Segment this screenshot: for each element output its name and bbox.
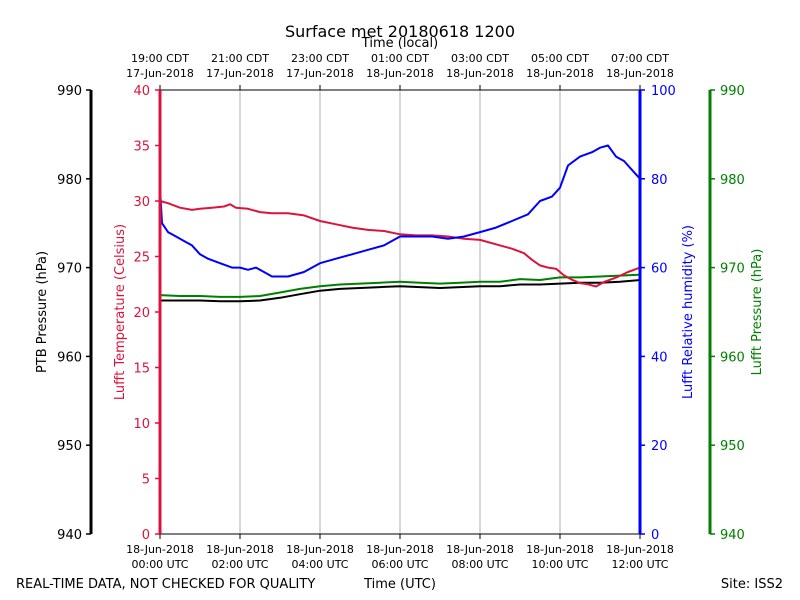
x-tick-label-utc-time: 00:00 UTC [131, 558, 188, 571]
x-axes: 18-Jun-2018 00:00 UTC 18-Jun-2018 02:00 UTC… [126, 52, 674, 571]
ptb-pressure-tick-label: 970 [57, 262, 82, 277]
x-tick-label-local-date: 18-Jun-2018 [446, 67, 514, 80]
humidity-tick-label: 0 [651, 528, 659, 543]
x-tick-label-utc-time: 02:00 UTC [211, 558, 268, 571]
temperature-tick-label: 40 [133, 84, 150, 99]
ptb-pressure-tick-label: 960 [57, 350, 82, 365]
x-tick-label-utc-time: 06:00 UTC [371, 558, 428, 571]
series-ptb-pressure [160, 279, 641, 303]
humidity-tick-label: 100 [651, 84, 676, 99]
x-tick-label-local-date: 17-Jun-2018 [126, 67, 194, 80]
x-tick-label-local-time: 05:00 CDT [531, 52, 589, 65]
x-tick-label-local-date: 17-Jun-2018 [206, 67, 274, 80]
humidity-tick-label: 80 [651, 173, 668, 188]
x-tick-label-utc-date: 18-Jun-2018 [366, 543, 434, 556]
humidity-tick-label: 40 [651, 350, 668, 365]
temperature-tick-label: 5 [142, 473, 150, 488]
y-axes: 940 950 960 970 980 990 PTB Pressure (hPa) 0 5 10… [35, 84, 765, 543]
lufft-pressure-tick-label: 990 [720, 84, 745, 99]
x-tick-label-utc-time: 04:00 UTC [291, 558, 348, 571]
series-lufft-temperature [159, 200, 641, 288]
x-tick-label-local-time: 23:00 CDT [291, 52, 349, 65]
x-tick-label-local-date: 17-Jun-2018 [286, 67, 354, 80]
temperature-tick-label: 15 [133, 362, 150, 377]
footer-disclaimer: REAL-TIME DATA, NOT CHECKED FOR QUALITY [16, 577, 315, 592]
x-tick-label-utc-date: 18-Jun-2018 [126, 543, 194, 556]
x-tick-label-local-date: 18-Jun-2018 [526, 67, 594, 80]
ptb-pressure-tick-label: 950 [57, 439, 82, 454]
lufft-pressure-tick-label: 940 [720, 528, 745, 543]
x-tick-label-utc-date: 18-Jun-2018 [446, 543, 514, 556]
temperature-axis-label: Lufft Temperature (Celsius) [113, 224, 128, 400]
series-lufft-relative-humidity [159, 144, 641, 278]
grid-lines [239, 90, 561, 534]
x-tick-label-utc-time: 12:00 UTC [611, 558, 668, 571]
footer-site: Site: ISS2 [721, 577, 783, 592]
ptb-pressure-tick-label: 940 [57, 528, 82, 543]
humidity-tick-label: 60 [651, 262, 668, 277]
lufft-pressure-tick-label: 970 [720, 262, 745, 277]
ptb-pressure-axis-label: PTB Pressure (hPa) [35, 251, 50, 373]
x-tick-label-utc-time: 08:00 UTC [451, 558, 508, 571]
x-tick-label-local-date: 18-Jun-2018 [606, 67, 674, 80]
top-axis-label: Time (local) [361, 36, 438, 51]
x-tick-label-local-date: 18-Jun-2018 [366, 67, 434, 80]
x-tick-label-utc-date: 18-Jun-2018 [286, 543, 354, 556]
lufft-pressure-tick-label: 960 [720, 350, 745, 365]
bottom-axis-label: Time (UTC) [363, 577, 436, 592]
x-tick-label-local-time: 07:00 CDT [611, 52, 669, 65]
x-tick-label-local-time: 01:00 CDT [371, 52, 429, 65]
x-tick-label-utc-date: 18-Jun-2018 [526, 543, 594, 556]
humidity-tick-label: 20 [651, 439, 668, 454]
humidity-axis-label: Lufft Relative humidity (%) [681, 225, 696, 399]
chart-title: Surface met 20180618 1200 [285, 22, 515, 41]
x-tick-label-utc-date: 18-Jun-2018 [206, 543, 274, 556]
temperature-tick-label: 10 [133, 417, 150, 432]
x-tick-label-utc-time: 10:00 UTC [531, 558, 588, 571]
lufft-pressure-axis-label: Lufft Pressure (hPa) [750, 249, 765, 376]
temperature-tick-label: 30 [133, 195, 150, 210]
temperature-tick-label: 35 [133, 140, 150, 155]
temperature-tick-label: 0 [142, 528, 150, 543]
lufft-pressure-tick-label: 950 [720, 439, 745, 454]
series-lufft-pressure [159, 273, 641, 298]
x-tick-label-utc-date: 18-Jun-2018 [606, 543, 674, 556]
temperature-tick-label: 25 [133, 251, 150, 266]
ptb-pressure-tick-label: 980 [57, 173, 82, 188]
x-tick-label-local-time: 03:00 CDT [451, 52, 509, 65]
temperature-tick-label: 20 [133, 306, 150, 321]
ptb-pressure-tick-label: 990 [57, 84, 82, 99]
x-tick-label-local-time: 21:00 CDT [211, 52, 269, 65]
lufft-pressure-tick-label: 980 [720, 173, 745, 188]
x-tick-label-local-time: 19:00 CDT [131, 52, 189, 65]
series-layer [159, 144, 641, 303]
